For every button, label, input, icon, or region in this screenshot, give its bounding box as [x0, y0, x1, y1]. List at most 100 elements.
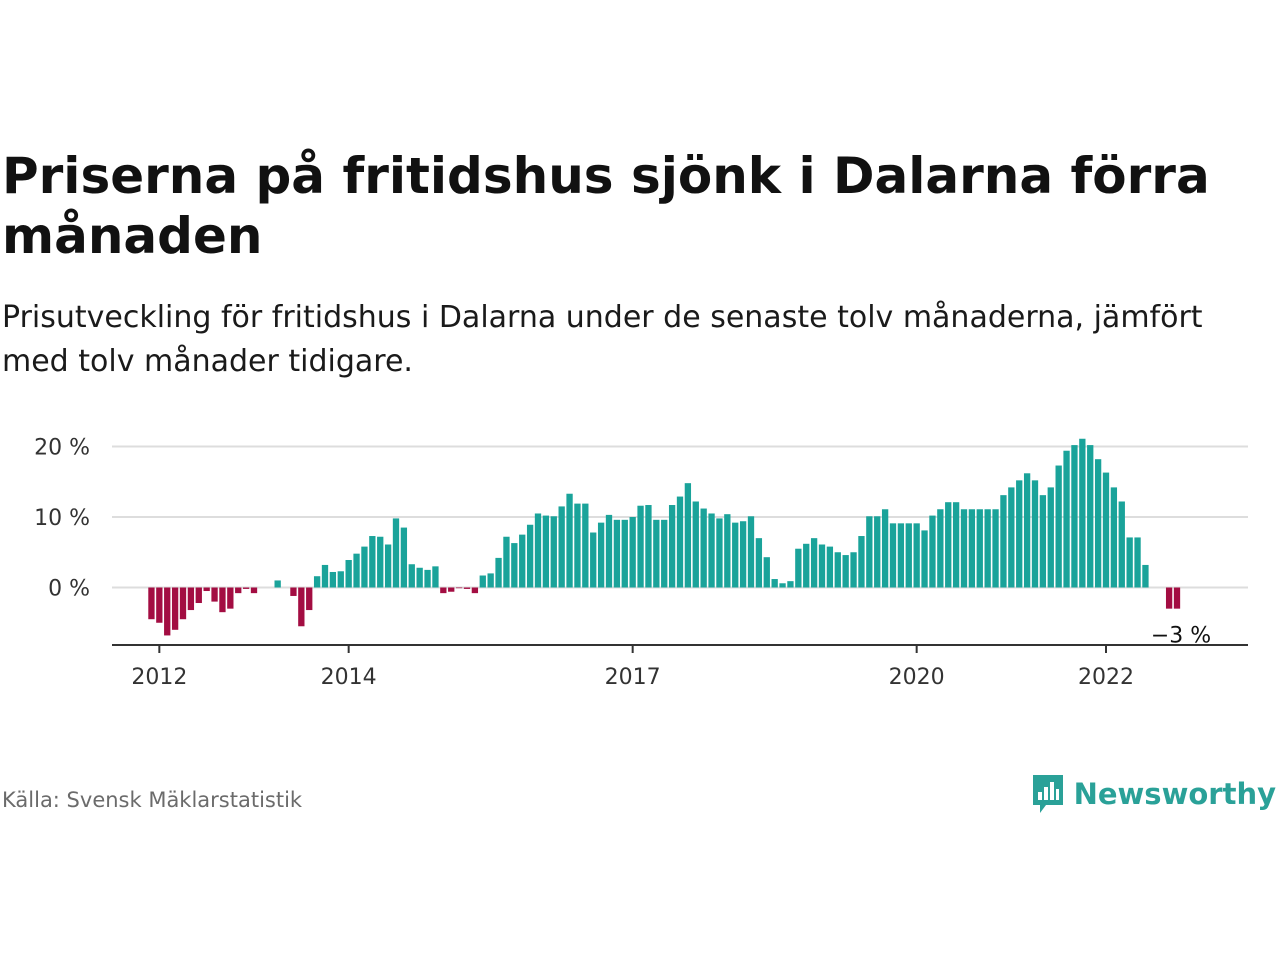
bar [329, 571, 337, 588]
bar [534, 513, 542, 588]
bar [668, 505, 676, 588]
bar [818, 544, 826, 588]
bar [858, 536, 865, 588]
bar [195, 587, 202, 604]
bar [795, 548, 802, 588]
bar [298, 587, 305, 627]
bar [495, 557, 502, 588]
bar [408, 564, 415, 588]
bar [424, 569, 431, 588]
bar [621, 519, 628, 588]
bar [519, 534, 526, 588]
bar [227, 587, 234, 609]
bar [392, 518, 400, 588]
bar [306, 587, 313, 611]
bar [992, 509, 999, 588]
bar [779, 583, 786, 588]
bar [511, 543, 518, 588]
bar [448, 587, 455, 592]
bar [187, 587, 195, 611]
bar [661, 519, 668, 588]
labels: 0 % 10 % 20 % 2012 2014 2017 2020 2022 −3 % [34, 436, 1211, 691]
bar [550, 516, 557, 588]
bar [416, 567, 423, 588]
bar [960, 509, 968, 588]
bar [810, 538, 818, 588]
bar [803, 543, 810, 588]
bar [929, 515, 936, 588]
bar [905, 523, 912, 588]
bar [345, 560, 352, 588]
bar [377, 536, 384, 588]
bar [171, 587, 179, 630]
bar [1094, 459, 1102, 588]
bar [590, 532, 597, 588]
bar [1008, 487, 1015, 588]
bar [866, 516, 873, 588]
bar [645, 505, 652, 588]
bar [582, 503, 589, 588]
bar [755, 538, 763, 588]
bar [1102, 472, 1110, 588]
bar [384, 544, 392, 588]
chart-subtitle: Prisutveckling för fritidshus i Dalarna … [2, 300, 1203, 379]
y-tick-label: 0 % [48, 577, 90, 602]
bar [700, 508, 707, 588]
bar [881, 509, 889, 588]
bar [708, 513, 715, 588]
y-tick-label: 20 % [34, 436, 90, 461]
bar [834, 552, 841, 588]
bar [337, 571, 344, 588]
bar [542, 515, 550, 588]
bar [597, 522, 605, 588]
bar [242, 587, 250, 589]
bar [984, 509, 991, 588]
bar [1031, 480, 1039, 588]
last-value-label: −3 % [1151, 624, 1211, 649]
bar [684, 483, 692, 588]
source-note: Källa: Svensk Mäklarstatistik [2, 788, 303, 812]
bar [1039, 495, 1047, 588]
bar [763, 557, 770, 588]
bar [1079, 438, 1086, 588]
bar [203, 587, 210, 592]
bar [156, 587, 163, 623]
bar-chart: 0 % 10 % 20 % 2012 2014 2017 2020 2022 −3 % [34, 436, 1248, 691]
bar [1000, 495, 1007, 588]
bar [921, 530, 928, 588]
bar [211, 587, 218, 602]
bar [1126, 537, 1133, 588]
brand-name: Newsworthy [1073, 777, 1276, 811]
bar [1110, 487, 1118, 588]
bar [463, 587, 471, 589]
bar [471, 587, 479, 594]
bar [566, 493, 573, 588]
bar [1071, 445, 1078, 588]
bar [321, 564, 329, 588]
bar [842, 555, 849, 588]
x-tick-label: 2012 [131, 665, 187, 690]
bar [503, 536, 510, 588]
bar [692, 501, 699, 588]
bar [487, 573, 494, 588]
bar [1118, 501, 1125, 588]
bar [400, 527, 408, 588]
bar [676, 496, 684, 588]
bar [1055, 465, 1062, 588]
bar [1165, 587, 1173, 609]
bars [148, 438, 1181, 636]
bar [1023, 473, 1031, 588]
bar [826, 546, 834, 588]
bar [1173, 587, 1181, 609]
bar [274, 580, 281, 588]
bar [1134, 537, 1141, 588]
bar-chart-speech-bubble-icon [1032, 775, 1063, 813]
bar [432, 566, 439, 588]
bar [558, 506, 565, 588]
bar [1016, 480, 1023, 588]
bar [653, 519, 660, 588]
bar [897, 523, 905, 588]
bar [945, 502, 952, 588]
bar [739, 521, 747, 588]
bar [613, 519, 621, 588]
